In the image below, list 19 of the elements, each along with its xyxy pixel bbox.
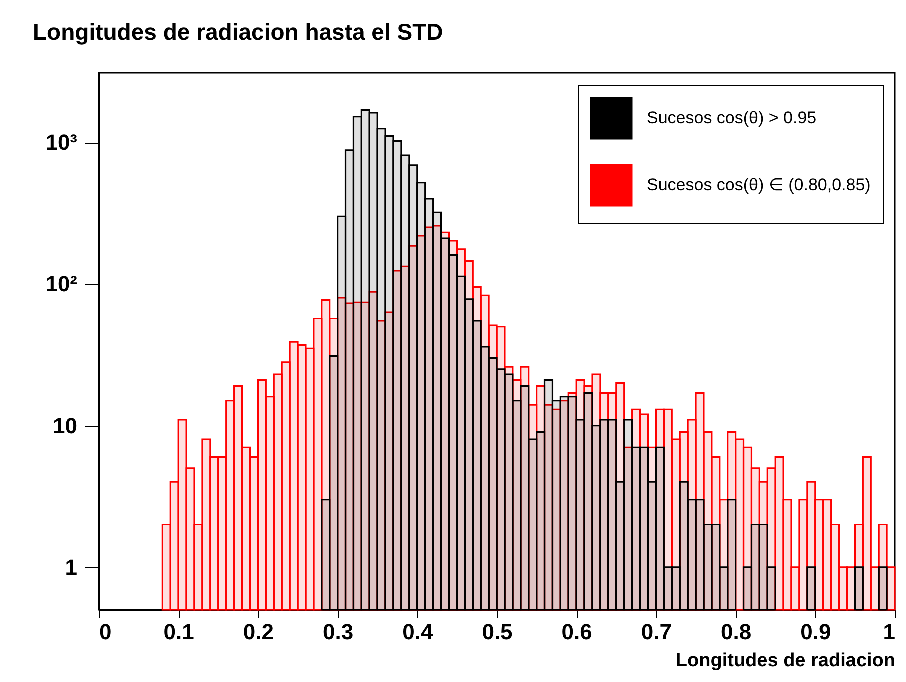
y-tick-label: 1	[65, 554, 78, 580]
x-tick-label: 0.5	[482, 620, 513, 644]
x-tick-label: 0.6	[562, 620, 592, 644]
x-tick-label: 0.4	[402, 620, 434, 644]
x-tick-label: 0.8	[721, 620, 752, 644]
x-axis-title: Longitudes de radiacion	[676, 650, 896, 672]
y-tick-label: 10³	[46, 130, 78, 156]
x-tick-label: 1	[883, 620, 896, 644]
x-tick-label: 0.1	[164, 620, 194, 644]
x-tick-label: 0.2	[243, 620, 274, 644]
x-tick-label: 0	[100, 620, 112, 644]
y-tick-label: 10	[53, 413, 78, 438]
legend-label: Sucesos cos(θ) > 0.95	[647, 108, 817, 128]
chart-title: Longitudes de radiacion hasta el STD	[33, 19, 444, 45]
y-tick-label: 10²	[46, 272, 78, 297]
legend-label: Sucesos cos(θ) ∈ (0.80,0.85)	[647, 176, 871, 194]
x-tick-label: 0.7	[641, 620, 672, 644]
x-tick-label: 0.9	[800, 620, 832, 644]
x-tick-label: 0.3	[323, 620, 354, 644]
